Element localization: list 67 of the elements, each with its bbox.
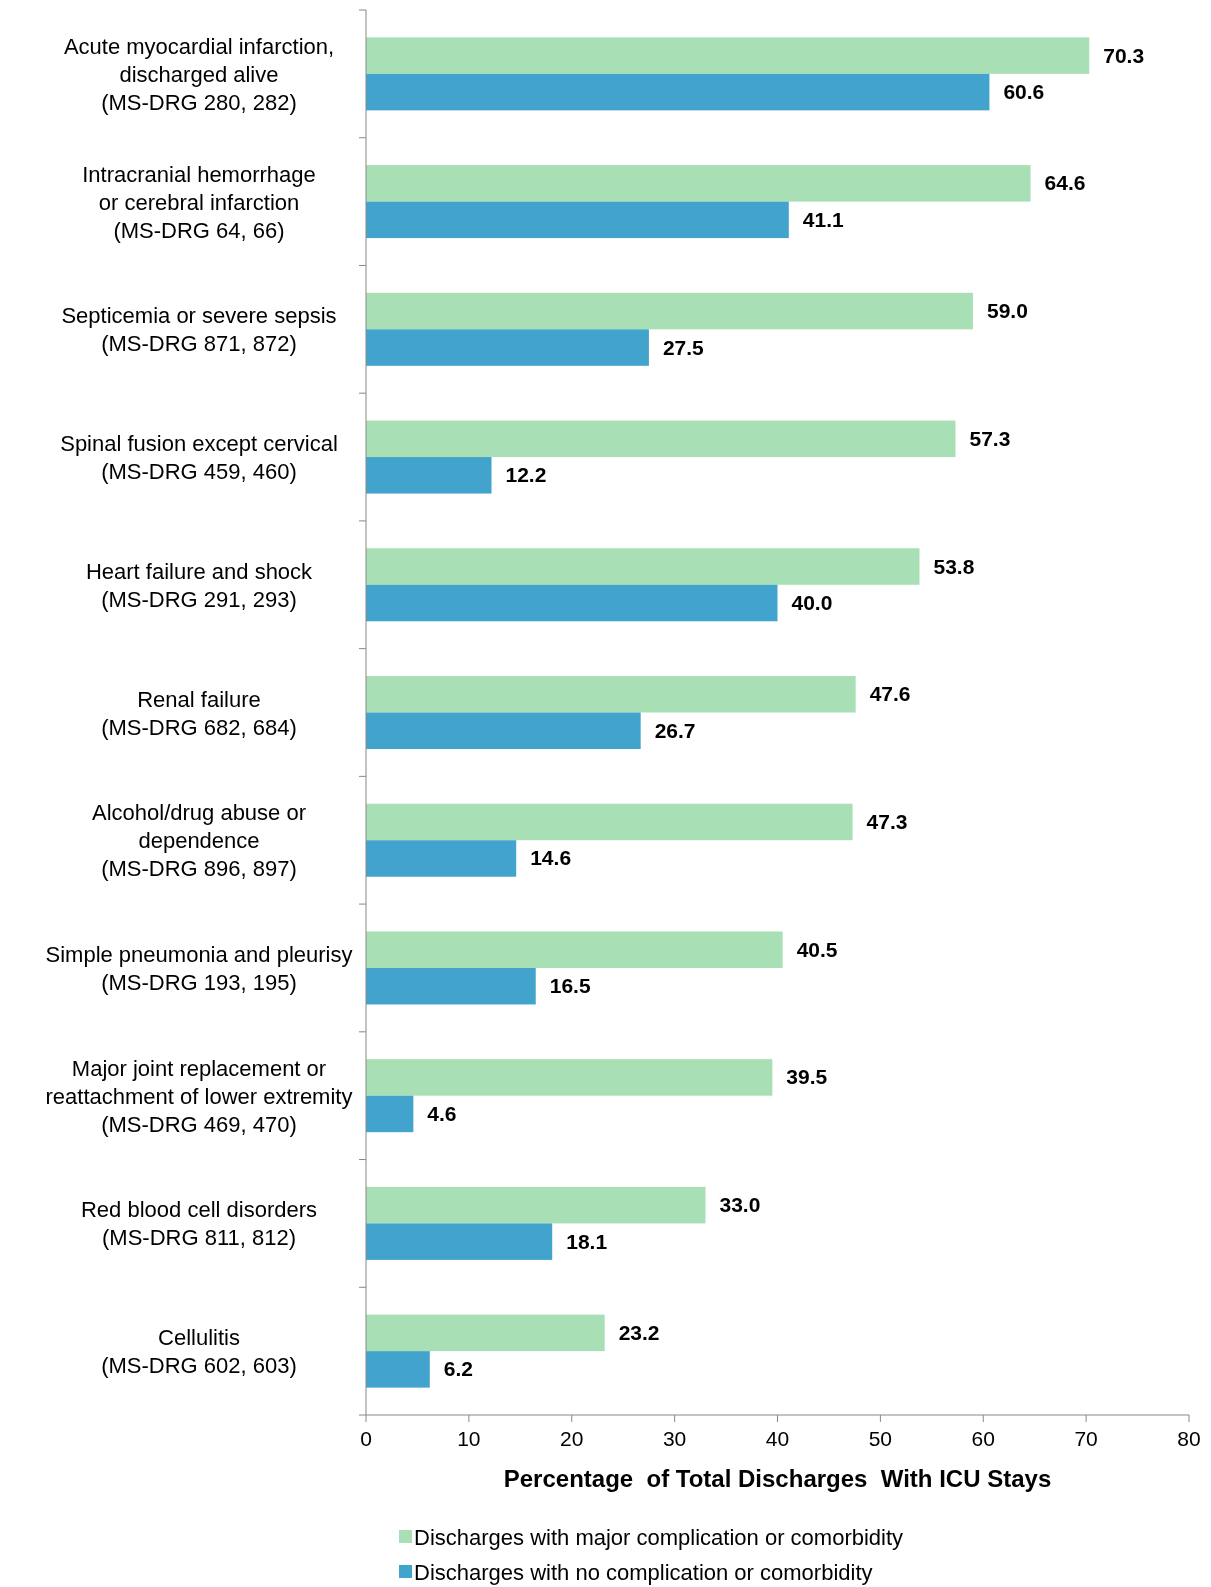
data-label: 47.3 [866, 809, 908, 833]
bar [366, 584, 778, 622]
data-label: 40.0 [791, 591, 833, 615]
legend-label: Discharges with no complication or comorbidity [414, 1560, 873, 1585]
data-label: 18.1 [566, 1229, 608, 1253]
bar [366, 165, 1031, 202]
x-tick-label: 30 [662, 1427, 687, 1450]
y-tick-label: Major joint replacement or reattachment of lower extremity (MS-DRG 469, 470) [45, 1055, 353, 1137]
bar [366, 548, 920, 585]
bar [366, 1059, 773, 1096]
bar [366, 73, 990, 111]
data-label: 16.5 [549, 974, 591, 998]
x-tick-label: 70 [1074, 1427, 1098, 1450]
data-label: 23.2 [618, 1320, 660, 1344]
y-tick-label: Septicemia or severe sepsis (MS-DRG 871, 872) [61, 303, 337, 357]
data-label: 39.5 [786, 1065, 828, 1089]
data-label: 27.5 [662, 335, 705, 359]
bar [366, 457, 492, 494]
bar [366, 1351, 430, 1388]
legend-label: Discharges with major complication or comorbidity [414, 1525, 904, 1550]
data-label: 47.6 [869, 682, 911, 706]
y-tick-label: Renal failure (MS-DRG 682, 684) [101, 686, 297, 740]
x-tick-label: 0 [360, 1427, 372, 1450]
x-tick-label: 10 [457, 1427, 481, 1450]
bar [366, 329, 649, 366]
bar [366, 420, 956, 458]
y-tick-label: Alcohol/drug abuse or dependence (MS-DRG 896, 897) [91, 800, 307, 882]
data-label: 60.6 [1003, 80, 1045, 104]
y-tick-label: Simple pneumonia and pleurisy (MS-DRG 193, 195) [45, 941, 353, 995]
x-tick-label: 80 [1177, 1427, 1201, 1450]
data-label: 40.5 [796, 937, 838, 961]
bar [366, 931, 783, 968]
y-tick-label: Spinal fusion except cervical (MS-DRG 459, 460) [60, 431, 338, 485]
data-label: 14.6 [530, 846, 572, 870]
bar [366, 1223, 553, 1260]
y-tick-label: Red blood cell disorders (MS-DRG 811, 812) [80, 1197, 318, 1251]
x-axis-title: Percentage of Total Discharges With ICU Stays [503, 1465, 1052, 1492]
y-tick-label: Acute myocardial infarction, discharged alive (MS-DRG 280, 282) [63, 33, 335, 115]
data-label: 4.6 [427, 1101, 457, 1125]
x-tick-label: 20 [560, 1427, 584, 1450]
data-label: 12.2 [505, 463, 547, 487]
data-label: 41.1 [802, 207, 845, 231]
bar [366, 37, 1090, 74]
bar [366, 201, 789, 239]
y-tick-label: Heart failure and shock (MS-DRG 291, 293) [85, 558, 314, 612]
bar [366, 840, 517, 877]
bar [366, 1095, 414, 1133]
bar [366, 1314, 605, 1352]
data-label: 59.0 [986, 299, 1028, 323]
data-label: 64.6 [1044, 171, 1086, 195]
data-label: 57.3 [969, 426, 1011, 450]
x-tick-label: 40 [765, 1427, 790, 1450]
bar [366, 292, 973, 330]
y-tick-label: Intracranial hemorrhage or cerebral infarction (MS-DRG 64, 66) [82, 161, 316, 243]
bar [366, 967, 536, 1005]
x-tick-label: 60 [971, 1427, 995, 1450]
y-tick-label: Cellulitis (MS-DRG 602, 603) [101, 1325, 297, 1379]
bar [366, 676, 856, 713]
data-label: 33.0 [719, 1193, 761, 1217]
x-tick-label: 50 [868, 1427, 893, 1450]
data-label: 70.3 [1103, 43, 1145, 67]
data-label: 53.8 [933, 554, 975, 578]
data-label: 6.2 [443, 1357, 473, 1381]
data-label: 26.7 [654, 718, 696, 742]
bar [366, 712, 641, 749]
bar [366, 1186, 706, 1224]
bar [366, 803, 853, 841]
